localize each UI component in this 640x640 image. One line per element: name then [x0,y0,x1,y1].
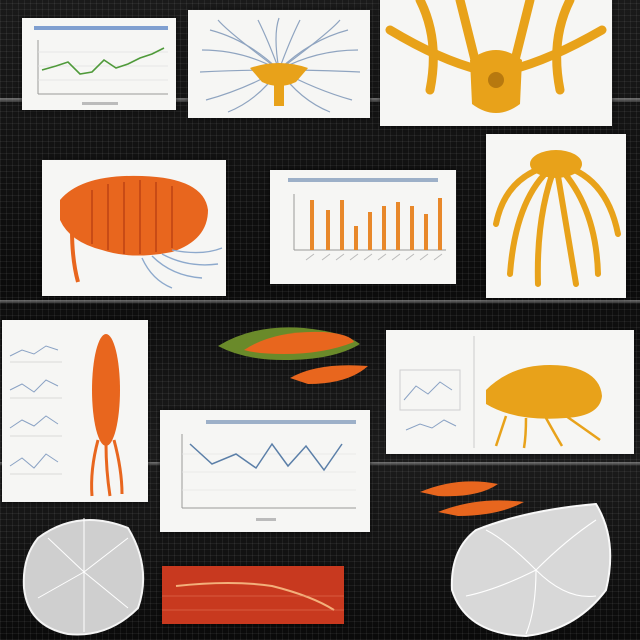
gridlines [182,453,356,491]
bar [438,198,442,250]
orange-organ-panel [42,160,226,296]
bar-chart-panel [270,170,456,284]
stem [274,80,284,106]
larva-legs [494,414,601,449]
split-diagram-panel-right [386,330,634,454]
x-label-bar [82,102,118,105]
orange-organ-graphic [60,175,223,289]
series-line [41,47,165,75]
split-diagram-graphic [399,336,602,449]
chart-title-bar [206,420,356,424]
x-tick-labels [305,253,443,261]
tentacle-head [530,150,582,178]
left-mini-charts [399,369,461,431]
lung-veins [465,519,597,635]
bar [340,200,344,250]
joint [488,72,504,88]
orange-leaf-specimen-right [418,476,526,520]
ceiling-beam [0,300,640,303]
chart-title-bar [34,26,168,30]
bar [410,206,414,250]
bar [326,210,330,250]
red-chart-panel-bottom [162,566,344,624]
golden-larva [486,365,602,419]
line-chart-panel-center [160,410,370,532]
green-orange-leaf-specimen [214,320,364,368]
mini-chart-axes [10,361,62,475]
golden-anatomy-graphic [385,0,607,113]
series-line [189,442,343,472]
bar-series [310,198,442,250]
bar [424,214,428,250]
red-field [162,566,344,624]
red-curve [175,582,335,611]
bar [368,212,372,250]
x-label-bar [256,518,276,521]
radial-anatomy-graphic [199,17,361,113]
line-chart-panel-top-left [22,18,176,110]
organ-body [60,175,208,256]
golden-tentacle-graphic [493,150,621,287]
leaf-orange [290,365,368,384]
bar [310,200,314,250]
multi-chart-graphic [9,334,124,497]
tentacles [493,161,621,287]
fringe-lines [141,247,223,289]
bar-chart-graphic [288,178,446,261]
central-body [250,63,308,86]
golden-anatomy-panel [380,0,612,126]
lung-body [450,502,612,638]
line-chart-graphic [34,26,168,105]
bar [354,226,358,250]
center-line-chart-graphic [181,420,356,521]
gridlines [38,51,168,81]
chart-title-bar [288,178,438,182]
golden-tentacle-panel [486,134,626,298]
multi-chart-panel-left [2,320,148,502]
lung-body [22,519,145,636]
red-band-graphic [162,566,344,624]
bar [396,202,400,250]
leaf-orange [244,331,354,354]
grey-lung-specimen-left [18,508,152,640]
specimen-roots [90,439,124,497]
radial-diagram-panel [188,10,370,118]
mini-line-charts [9,345,59,469]
red-grid [162,595,344,611]
lung-veins [37,518,129,632]
bar [382,206,386,250]
leaf-orange [438,500,524,516]
orange-leaf-specimen-small [288,360,370,388]
grey-lung-specimen-right [446,500,618,640]
leaf-orange [420,481,498,497]
organ-tail [70,229,80,283]
organ-stripes [91,180,173,254]
elongated-specimen [92,334,120,446]
